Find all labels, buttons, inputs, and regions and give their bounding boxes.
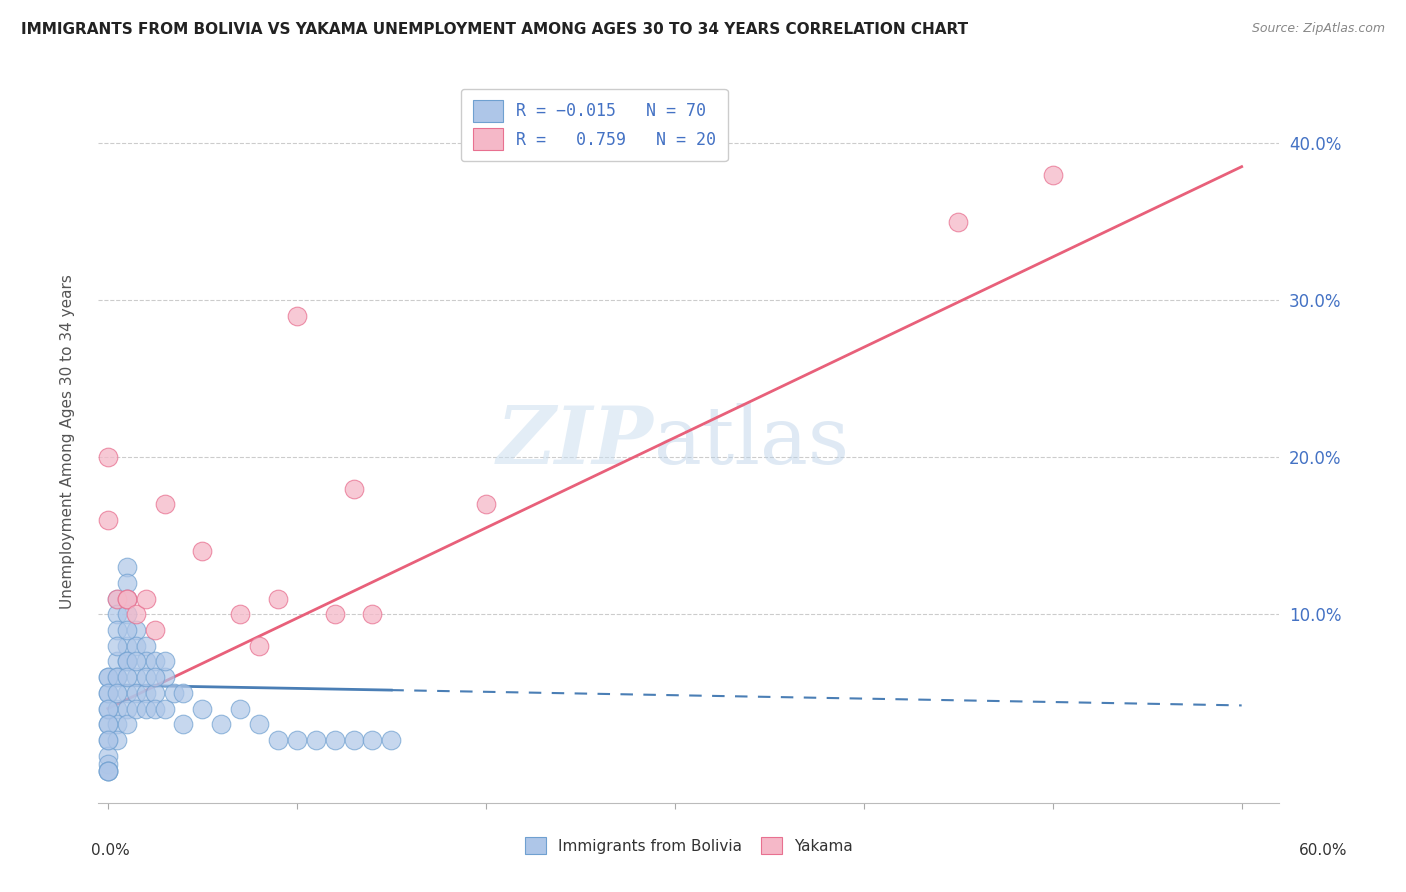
- Point: [361, 733, 384, 747]
- Point: [125, 639, 148, 653]
- Point: [115, 607, 138, 622]
- Point: [143, 623, 166, 637]
- Point: [125, 623, 148, 637]
- Point: [247, 639, 270, 653]
- Point: [97, 756, 120, 771]
- Point: [247, 717, 270, 731]
- Point: [97, 450, 120, 465]
- Point: [135, 591, 157, 606]
- Point: [323, 733, 346, 747]
- Point: [342, 482, 364, 496]
- Point: [285, 733, 308, 747]
- Point: [105, 591, 128, 606]
- Point: [143, 655, 166, 669]
- Point: [125, 686, 148, 700]
- Point: [97, 748, 120, 763]
- Point: [115, 701, 138, 715]
- Point: [105, 717, 128, 731]
- Point: [97, 686, 120, 700]
- Point: [97, 513, 120, 527]
- Point: [380, 733, 402, 747]
- Point: [267, 591, 290, 606]
- Point: [143, 670, 166, 684]
- Text: ZIP: ZIP: [496, 403, 654, 480]
- Text: atlas: atlas: [654, 402, 849, 481]
- Point: [105, 686, 128, 700]
- Point: [105, 607, 128, 622]
- Point: [105, 591, 128, 606]
- Point: [105, 670, 128, 684]
- Point: [97, 701, 120, 715]
- Point: [191, 544, 214, 558]
- Point: [267, 733, 290, 747]
- Point: [191, 701, 214, 715]
- Point: [97, 670, 120, 684]
- Point: [105, 670, 128, 684]
- Point: [105, 623, 128, 637]
- Point: [115, 591, 138, 606]
- Point: [125, 701, 148, 715]
- Text: 0.0%: 0.0%: [91, 843, 131, 858]
- Point: [97, 701, 120, 715]
- Point: [115, 655, 138, 669]
- Point: [115, 591, 138, 606]
- Point: [97, 733, 120, 747]
- Point: [153, 497, 176, 511]
- Point: [163, 686, 186, 700]
- Point: [97, 764, 120, 779]
- Point: [115, 717, 138, 731]
- Point: [153, 670, 176, 684]
- Point: [285, 309, 308, 323]
- Point: [342, 733, 364, 747]
- Point: [475, 497, 498, 511]
- Point: [1042, 168, 1064, 182]
- Point: [97, 717, 120, 731]
- Point: [153, 701, 176, 715]
- Point: [115, 560, 138, 574]
- Point: [97, 686, 120, 700]
- Point: [97, 717, 120, 731]
- Point: [135, 701, 157, 715]
- Point: [105, 701, 128, 715]
- Legend: Immigrants from Bolivia, Yakama: Immigrants from Bolivia, Yakama: [519, 831, 859, 860]
- Point: [172, 686, 194, 700]
- Point: [143, 701, 166, 715]
- Point: [115, 670, 138, 684]
- Point: [125, 670, 148, 684]
- Point: [115, 686, 138, 700]
- Point: [323, 607, 346, 622]
- Point: [97, 670, 120, 684]
- Point: [125, 607, 148, 622]
- Point: [361, 607, 384, 622]
- Y-axis label: Unemployment Among Ages 30 to 34 years: Unemployment Among Ages 30 to 34 years: [60, 274, 75, 609]
- Point: [115, 655, 138, 669]
- Point: [115, 591, 138, 606]
- Point: [105, 639, 128, 653]
- Point: [143, 686, 166, 700]
- Point: [115, 623, 138, 637]
- Point: [135, 639, 157, 653]
- Point: [135, 655, 157, 669]
- Text: 60.0%: 60.0%: [1299, 843, 1347, 858]
- Point: [305, 733, 328, 747]
- Point: [125, 655, 148, 669]
- Point: [97, 764, 120, 779]
- Point: [209, 717, 232, 731]
- Point: [153, 655, 176, 669]
- Point: [105, 655, 128, 669]
- Point: [115, 639, 138, 653]
- Point: [948, 214, 970, 228]
- Point: [135, 686, 157, 700]
- Point: [229, 701, 252, 715]
- Point: [229, 607, 252, 622]
- Point: [105, 733, 128, 747]
- Text: Source: ZipAtlas.com: Source: ZipAtlas.com: [1251, 22, 1385, 36]
- Point: [135, 670, 157, 684]
- Text: IMMIGRANTS FROM BOLIVIA VS YAKAMA UNEMPLOYMENT AMONG AGES 30 TO 34 YEARS CORRELA: IMMIGRANTS FROM BOLIVIA VS YAKAMA UNEMPL…: [21, 22, 969, 37]
- Point: [172, 717, 194, 731]
- Point: [97, 733, 120, 747]
- Point: [115, 575, 138, 590]
- Point: [97, 764, 120, 779]
